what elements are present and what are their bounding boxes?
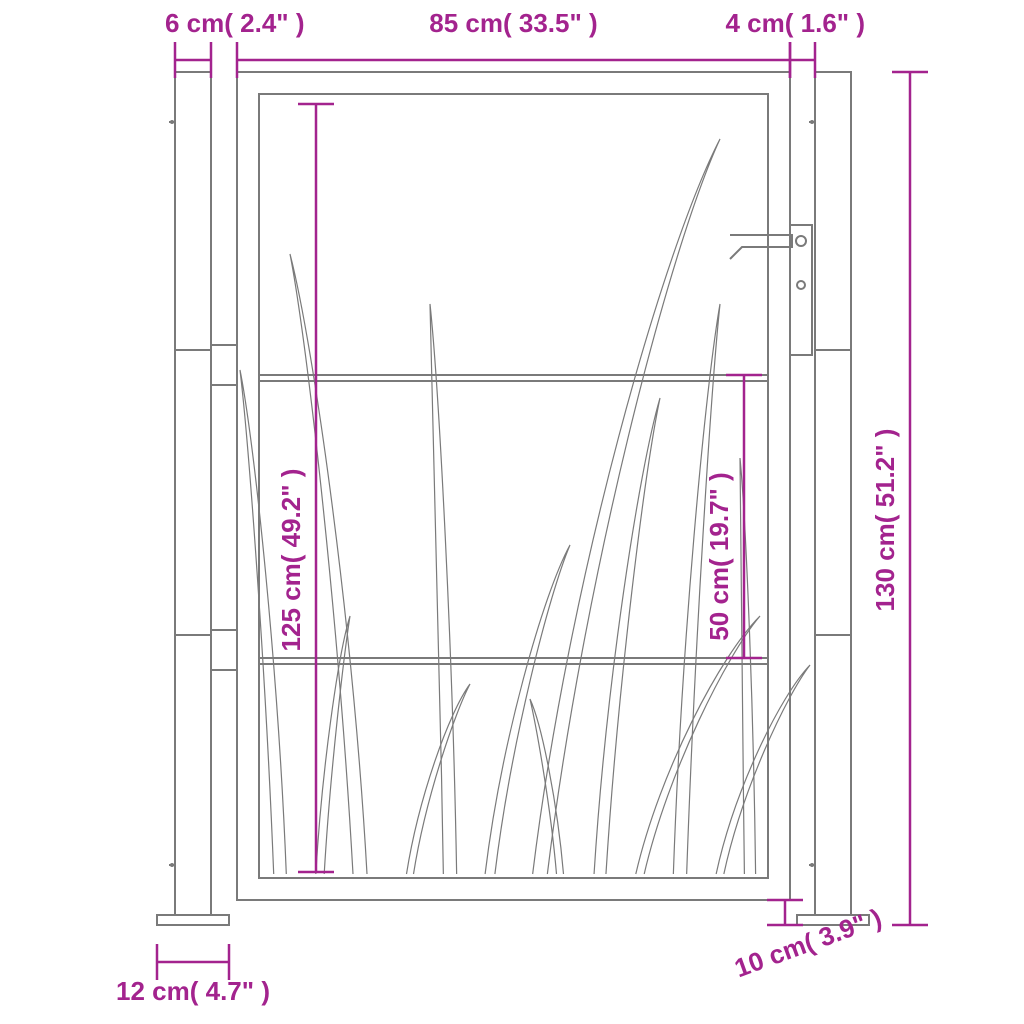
dim-label: 50 cm( 19.7" ): [704, 472, 734, 640]
dim-label: 125 cm( 49.2" ): [276, 469, 306, 652]
dim-top_door_w: 85 cm( 33.5" ): [237, 8, 790, 78]
dim-label: 85 cm( 33.5" ): [429, 8, 597, 38]
dim-label: 6 cm( 2.4" ): [165, 8, 305, 38]
dim-overall_h: 130 cm( 51.2" ): [870, 72, 928, 925]
dim-top_gap_w: 4 cm( 1.6" ): [726, 8, 866, 78]
dim-ground_clear: 10 cm( 3.9" ): [730, 900, 885, 983]
dim-label: 4 cm( 1.6" ): [726, 8, 866, 38]
dim-label: 12 cm( 4.7" ): [116, 976, 270, 1006]
dim-top_post_w: 6 cm( 2.4" ): [165, 8, 305, 78]
dim-label: 130 cm( 51.2" ): [870, 429, 900, 612]
dim-base_w: 12 cm( 4.7" ): [116, 944, 270, 1006]
product-drawing: [157, 72, 869, 925]
